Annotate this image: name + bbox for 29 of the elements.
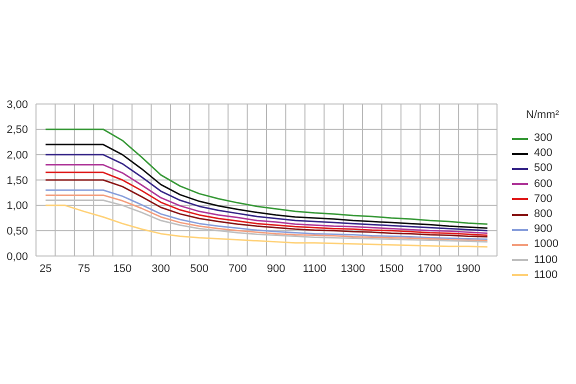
y-tick-label: 1,50 — [6, 174, 28, 187]
y-tick-label: 2,00 — [6, 150, 28, 162]
x-tick-label: 150 — [113, 262, 132, 275]
x-tick-label: 1900 — [456, 262, 480, 275]
legend-label: 400 — [534, 146, 552, 162]
legend-label: 600 — [534, 176, 552, 192]
x-tick-label: 1700 — [418, 262, 442, 275]
line-series — [44, 128, 488, 225]
x-tick-label: 75 — [78, 262, 90, 275]
x-tick-label: 25 — [39, 262, 52, 275]
legend-label: 800 — [534, 207, 552, 222]
x-tick-label: 700 — [228, 262, 247, 275]
legend-label: 1000 — [534, 237, 558, 252]
x-tick-label: 500 — [190, 262, 208, 275]
legend-label: 900 — [534, 222, 552, 238]
y-tick-label: 1,00 — [6, 200, 28, 212]
y-tick-label: 0,50 — [6, 226, 28, 238]
x-tick-label: 1500 — [379, 262, 404, 275]
y-tick-label: 2,50 — [6, 124, 28, 136]
x-tick-label: 1100 — [302, 262, 326, 275]
y-tick-label: 3,00 — [6, 98, 28, 111]
legend-title: N/mm² — [526, 109, 559, 121]
x-tick-label: 1300 — [340, 262, 366, 275]
x-tick-label: 900 — [266, 262, 286, 275]
x-tick-label: 300 — [152, 262, 170, 275]
y-tick-label: 0,00 — [6, 250, 28, 263]
legend-label: 500 — [534, 161, 552, 176]
legend-label: 300 — [534, 131, 552, 146]
legend-label: 700 — [534, 192, 552, 207]
